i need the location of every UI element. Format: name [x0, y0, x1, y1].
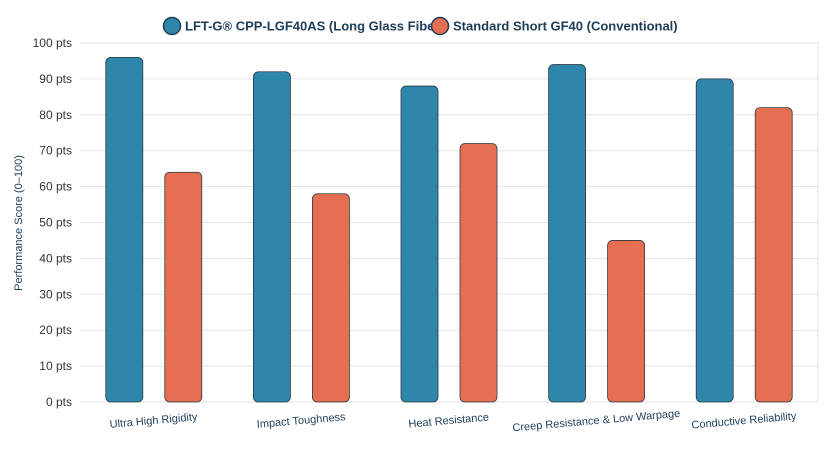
bar-series-2[interactable]: Standard Short GF40 (Conventional) — Ult…: [164, 171, 203, 403]
bar-series-2[interactable]: Standard Short GF40 (Conventional) — Con…: [754, 107, 793, 403]
y-tick-label: 60 pts: [39, 180, 72, 194]
y-axis-title: Performance Score (0–100): [13, 155, 25, 291]
legend-label-series-2: Standard Short GF40 (Conventional): [453, 19, 678, 34]
y-tick-label: 10 pts: [39, 359, 72, 373]
legend-swatch-series-2: [430, 16, 450, 36]
x-axis: Ultra High Rigidity Impact Toughness Heat …: [109, 408, 797, 435]
bar-series-1[interactable]: LFT-G® CPP-LGF40AS (Long Glass Fiber) — …: [548, 64, 586, 403]
legend: LFT-G® CPP-LGF40AS (Long Glass Fiber) St…: [162, 16, 678, 36]
y-tick-label: 40 pts: [39, 251, 72, 265]
legend-item-series-1[interactable]: LFT-G® CPP-LGF40AS (Long Glass Fiber): [162, 16, 444, 36]
bar-series-1[interactable]: LFT-G® CPP-LGF40AS (Long Glass Fiber) — …: [400, 85, 439, 403]
x-tick-label: Ultra High Rigidity: [109, 411, 198, 431]
legend-label-series-1: LFT-G® CPP-LGF40AS (Long Glass Fiber): [185, 19, 444, 34]
y-tick-label: 100 pts: [33, 36, 72, 50]
y-tick-label: 20 pts: [39, 323, 72, 337]
y-tick-label: 0 pts: [46, 395, 72, 409]
bar-series-1[interactable]: LFT-G® CPP-LGF40AS (Long Glass Fiber) — …: [105, 56, 144, 403]
y-axis: 0 pts 10 pts 20 pts 30 pts 40 pts 50 pts 60 pt…: [33, 36, 72, 409]
y-tick-label: 80 pts: [39, 108, 72, 122]
x-tick-label: Heat Resistance: [408, 412, 489, 431]
y-tick-label: 70 pts: [39, 144, 72, 158]
gridlines: [80, 42, 819, 403]
bar-series-2[interactable]: Standard Short GF40 (Conventional) — Imp…: [311, 193, 350, 403]
y-tick-label: 50 pts: [39, 216, 72, 230]
bars: LFT-G® CPP-LGF40AS (Long Glass Fiber) — …: [105, 56, 793, 403]
y-tick-label: 30 pts: [39, 287, 72, 301]
bar-series-1[interactable]: LFT-G® CPP-LGF40AS (Long Glass Fiber) — …: [252, 71, 291, 403]
legend-item-series-2[interactable]: Standard Short GF40 (Conventional): [430, 16, 678, 36]
legend-swatch-series-1: [162, 16, 182, 36]
x-tick-label: Impact Toughness: [256, 411, 346, 431]
y-tick-label: 90 pts: [39, 72, 72, 86]
bar-series-1[interactable]: LFT-G® CPP-LGF40AS (Long Glass Fiber) — …: [695, 78, 734, 403]
x-tick-label: Conductive Reliability: [691, 410, 797, 431]
bar-series-2[interactable]: Standard Short GF40 (Conventional) — Hea…: [459, 143, 498, 403]
bar-series-2[interactable]: Standard Short GF40 (Conventional) — Cre…: [607, 240, 645, 403]
x-tick-label: Creep Resistance & Low Warpage: [512, 408, 681, 435]
